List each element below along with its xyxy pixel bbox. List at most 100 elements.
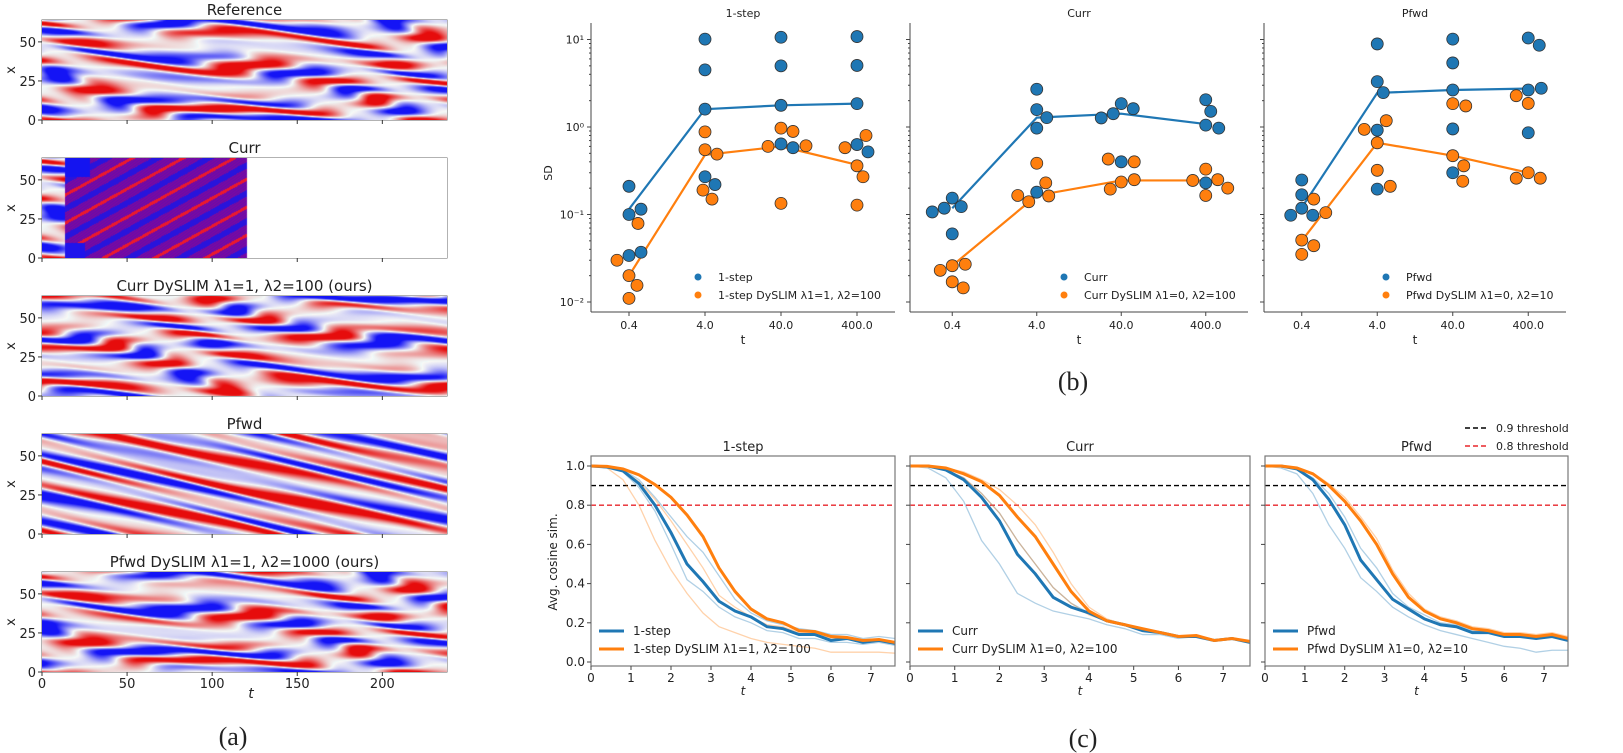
y-tick-label: 50 <box>19 312 36 327</box>
data-point-baseline <box>1446 122 1460 136</box>
data-point-baseline <box>1212 121 1226 135</box>
data-point-baseline <box>1376 86 1390 100</box>
x-axis-label: t <box>741 333 746 347</box>
heatmap-title: Curr <box>228 139 261 157</box>
x-axis-label: t <box>741 684 747 698</box>
plot-area <box>591 464 895 654</box>
data-point-baseline <box>1199 176 1213 190</box>
legend-marker <box>1060 273 1068 281</box>
y-tick-label: 50 <box>19 588 36 603</box>
x-tick-label: 200 <box>370 677 395 692</box>
panel-label-b: (b) <box>1058 367 1088 396</box>
x-tick-label: 6 <box>1500 671 1508 685</box>
data-point-dyslim <box>786 125 800 138</box>
legend-marker <box>694 273 702 281</box>
data-point-dyslim <box>958 257 972 271</box>
data-point-baseline <box>774 59 788 73</box>
data-point-baseline <box>1446 83 1460 97</box>
data-point-baseline <box>1030 103 1044 117</box>
y-tick-label: 0 <box>28 666 36 681</box>
x-tick-label: 40.0 <box>1441 319 1466 332</box>
x-tick-label: 0.4 <box>944 319 962 332</box>
plot-frame <box>1264 455 1569 667</box>
data-point-dyslim <box>1307 239 1321 253</box>
data-point-baseline <box>954 200 968 214</box>
y-tick-label: 25 <box>19 489 36 504</box>
legend-label: 1-step DySLIM λ1=1, λ2=100 <box>633 642 811 656</box>
y-tick-label: 0.6 <box>566 537 585 551</box>
data-point-dyslim <box>698 143 712 157</box>
y-axis-label: x <box>4 204 19 212</box>
heatmap-curr-dyslim-1-1-2-100-ours- <box>42 296 447 396</box>
data-point-dyslim <box>1446 97 1460 111</box>
data-point-dyslim <box>1211 173 1225 187</box>
sd-plot-pfwd: Pfwd 0.4 4.0 40.0 400.0 t Pfwd Pfwd DySLIM λ1=0… <box>1260 7 1566 347</box>
x-tick-label: 1 <box>1301 671 1309 685</box>
y-axis-label: x <box>4 618 19 626</box>
run-line-baseline <box>910 465 1250 644</box>
data-point-baseline <box>1370 75 1384 89</box>
y-axis-label: x <box>4 342 19 350</box>
data-point-baseline <box>1295 173 1309 187</box>
heatmap-curr <box>42 158 447 258</box>
data-point-dyslim <box>1357 122 1371 136</box>
heatmap-title: Pfwd <box>227 415 263 433</box>
data-point-dyslim <box>610 253 624 267</box>
x-tick-label: 6 <box>1175 671 1183 685</box>
data-point-baseline <box>937 201 951 215</box>
y-axis-label: Avg. cosine sim. <box>546 513 560 610</box>
data-point-baseline <box>1370 37 1384 51</box>
data-point-baseline <box>1446 56 1460 70</box>
legend-label: Pfwd <box>1307 624 1336 638</box>
data-point-baseline <box>1094 111 1108 125</box>
x-tick-label: 4.0 <box>1028 319 1046 332</box>
x-tick-label: 7 <box>1219 671 1227 685</box>
data-point-dyslim <box>1521 97 1535 110</box>
x-axis-label: t <box>1078 684 1084 698</box>
data-point-dyslim <box>631 217 645 230</box>
x-tick-label: 5 <box>787 671 795 685</box>
x-tick-label: 4 <box>747 671 755 685</box>
data-point-dyslim <box>705 192 719 206</box>
data-point-dyslim <box>622 291 636 305</box>
data-point-baseline <box>945 191 959 205</box>
x-tick-label: 2 <box>996 671 1004 685</box>
data-point-baseline <box>1030 185 1044 199</box>
threshold-legend-label: 0.9 threshold <box>1496 422 1569 435</box>
x-tick-label: 0 <box>38 677 46 692</box>
mean-line-dyslim <box>1265 464 1568 640</box>
x-tick-label: 1 <box>951 671 959 685</box>
y-axis-label: x <box>4 480 19 488</box>
x-tick-label: 400.0 <box>1513 319 1545 332</box>
x-tick-label: 2 <box>1341 671 1349 685</box>
plot-area <box>910 464 1250 644</box>
x-tick-label: 0 <box>587 671 595 685</box>
mean-line-dyslim <box>628 145 858 277</box>
data-point-baseline <box>1295 201 1309 215</box>
data-point-baseline <box>1446 166 1460 180</box>
data-point-baseline <box>1295 188 1309 202</box>
data-point-baseline <box>1521 31 1535 45</box>
data-point-dyslim <box>1383 179 1397 193</box>
y-axis-label: SD <box>542 165 555 180</box>
data-point-baseline <box>850 30 864 43</box>
y-tick-label: 0.0 <box>566 655 585 669</box>
run-line-baseline <box>591 465 895 646</box>
heatmap-title: Reference <box>207 1 283 19</box>
data-point-dyslim <box>1459 99 1473 113</box>
plot-area <box>1265 464 1568 653</box>
data-point-dyslim <box>1509 171 1523 185</box>
y-tick-label: 10⁰ <box>566 121 585 134</box>
data-point-baseline <box>1199 118 1213 132</box>
cosine-plot-curr: Curr 0 1 2 3 4 5 6 7 t Curr Curr DySLIM λ1=0, λ2=10… <box>906 440 1251 698</box>
mean-line-baseline <box>1300 87 1529 209</box>
x-tick-label: 3 <box>1381 671 1389 685</box>
y-tick-label: 50 <box>19 36 36 51</box>
y-tick-label: 25 <box>19 213 36 228</box>
mean-line-baseline <box>951 112 1206 209</box>
data-point-baseline <box>698 170 712 184</box>
panel-label-c: (c) <box>1069 724 1098 753</box>
y-tick-label: 1.0 <box>566 459 585 473</box>
y-axis-label: x <box>4 66 19 74</box>
heatmap-reference <box>42 20 447 120</box>
